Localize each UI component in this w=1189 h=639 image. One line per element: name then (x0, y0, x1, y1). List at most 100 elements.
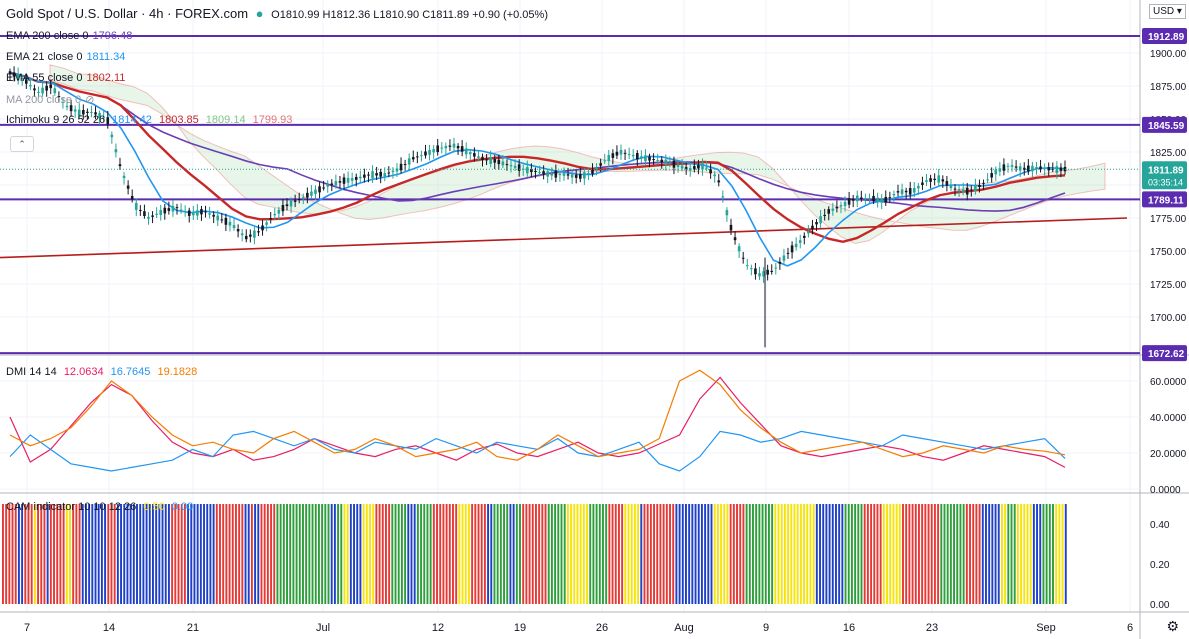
price-tick-label: 1775.00 (1150, 214, 1187, 225)
cam-bar (614, 504, 617, 604)
cam-bar (940, 504, 943, 604)
collapse-legend-button[interactable]: ⌃ (10, 136, 34, 152)
candle-body (171, 205, 175, 212)
cam-bar (841, 504, 844, 604)
cam-bar (902, 504, 904, 604)
candle-body (416, 156, 419, 158)
cam-bar (282, 504, 285, 604)
candle-body (591, 169, 594, 174)
candle-body (45, 85, 48, 91)
candle-body (619, 150, 623, 155)
candle-body (460, 146, 464, 152)
cam-bar (554, 504, 557, 604)
cam-bar (819, 504, 821, 604)
cam-bar (5, 504, 8, 604)
candle-body (306, 192, 309, 198)
settings-gear-icon[interactable]: ⚙ (1166, 618, 1179, 634)
legend-ema200[interactable]: EMA 200 close 0 1796.48 (6, 30, 133, 42)
cam-bar (113, 504, 116, 604)
price-tick-label: 1700.00 (1150, 313, 1187, 324)
candle-body (33, 88, 36, 91)
candle-body (265, 222, 268, 225)
candle-body (790, 245, 794, 253)
cam-bar (8, 504, 11, 604)
cam-bar (129, 504, 132, 604)
cam-bar (209, 504, 212, 604)
x-tick-label: 26 (596, 622, 608, 634)
cam-bar (975, 504, 978, 604)
cam-bar (1058, 504, 1061, 604)
cam-bar (755, 504, 758, 604)
cam-bar (234, 504, 237, 604)
cam-bar (120, 504, 123, 604)
cam-bar (640, 504, 643, 604)
candle-body (827, 209, 831, 214)
cam-bar (866, 504, 869, 604)
legend-ichimoku[interactable]: Ichimoku 9 26 52 26 1814.42 1803.85 1809… (6, 114, 293, 126)
cam-bar (152, 504, 154, 604)
cam-bar (882, 504, 885, 604)
cam-bar (879, 504, 882, 604)
candle-body (143, 211, 146, 216)
candle-body (876, 197, 879, 202)
cam-bar (710, 504, 713, 604)
candle-body (676, 164, 680, 167)
candle-body (701, 162, 704, 170)
legend-dmi[interactable]: DMI 14 14 12.0634 16.7645 19.1828 (6, 366, 198, 378)
candle-body (244, 235, 248, 240)
cam-bar (40, 504, 43, 604)
cam-bar (340, 504, 343, 604)
candle-body (342, 177, 346, 184)
cam-bar (978, 504, 981, 604)
candle-body (403, 164, 407, 166)
cam-bar (854, 504, 857, 604)
candle-body (599, 163, 602, 166)
hidden-eye-icon[interactable]: ⊘ (85, 94, 95, 106)
cam-bar (1000, 504, 1003, 604)
cam-bar (452, 504, 454, 604)
candle-body (990, 173, 993, 178)
cam-bar (413, 504, 416, 604)
legend-cam[interactable]: CAM indicator 10 10 12 26 0.50 0.00 (6, 501, 194, 513)
cam-tick-label: 0.00 (1150, 600, 1170, 611)
candle-body (933, 178, 936, 180)
legend-ema55[interactable]: EMA 55 close 0 1802.11 (6, 72, 126, 84)
candle-body (729, 224, 733, 231)
ema55-line (9, 71, 1066, 243)
dmi-series-adx (9, 369, 1066, 461)
dmi-tick-label: 40.0000 (1150, 413, 1187, 424)
candle-body (778, 261, 782, 264)
cam-bar (464, 504, 467, 604)
candle-body (65, 105, 69, 108)
cam-bar (617, 504, 620, 604)
cam-bar (681, 504, 684, 604)
candle-body (49, 84, 53, 89)
candle-body (570, 174, 574, 178)
cam-bar (870, 504, 873, 604)
cam-bar (688, 504, 691, 604)
candle-body (912, 188, 916, 193)
legend-ema21[interactable]: EMA 21 close 0 1811.34 (6, 51, 126, 63)
dmi-tick-label: 60.0000 (1150, 377, 1187, 388)
candle-body (167, 208, 171, 211)
candle-body (82, 110, 85, 115)
cam-bar (289, 504, 292, 604)
cam-bar (531, 504, 534, 604)
candle-body (668, 162, 672, 164)
candle-body (587, 173, 590, 175)
cam-bar (279, 504, 282, 604)
candle-body (1059, 167, 1063, 171)
cam-bar (519, 504, 521, 604)
cam-bar (349, 504, 352, 604)
candle-body (90, 111, 93, 113)
cam-bar (678, 504, 681, 604)
candle-body (399, 163, 403, 171)
price-tick-label: 1825.00 (1150, 148, 1187, 159)
legend-ma200[interactable]: MA 200 close 0 ⊘ (6, 94, 95, 106)
candle-body (611, 153, 615, 158)
cam-bar (656, 504, 659, 604)
cam-bar (985, 504, 987, 604)
candle-body (705, 167, 708, 169)
currency-selector[interactable]: USD ▾ (1149, 4, 1186, 19)
